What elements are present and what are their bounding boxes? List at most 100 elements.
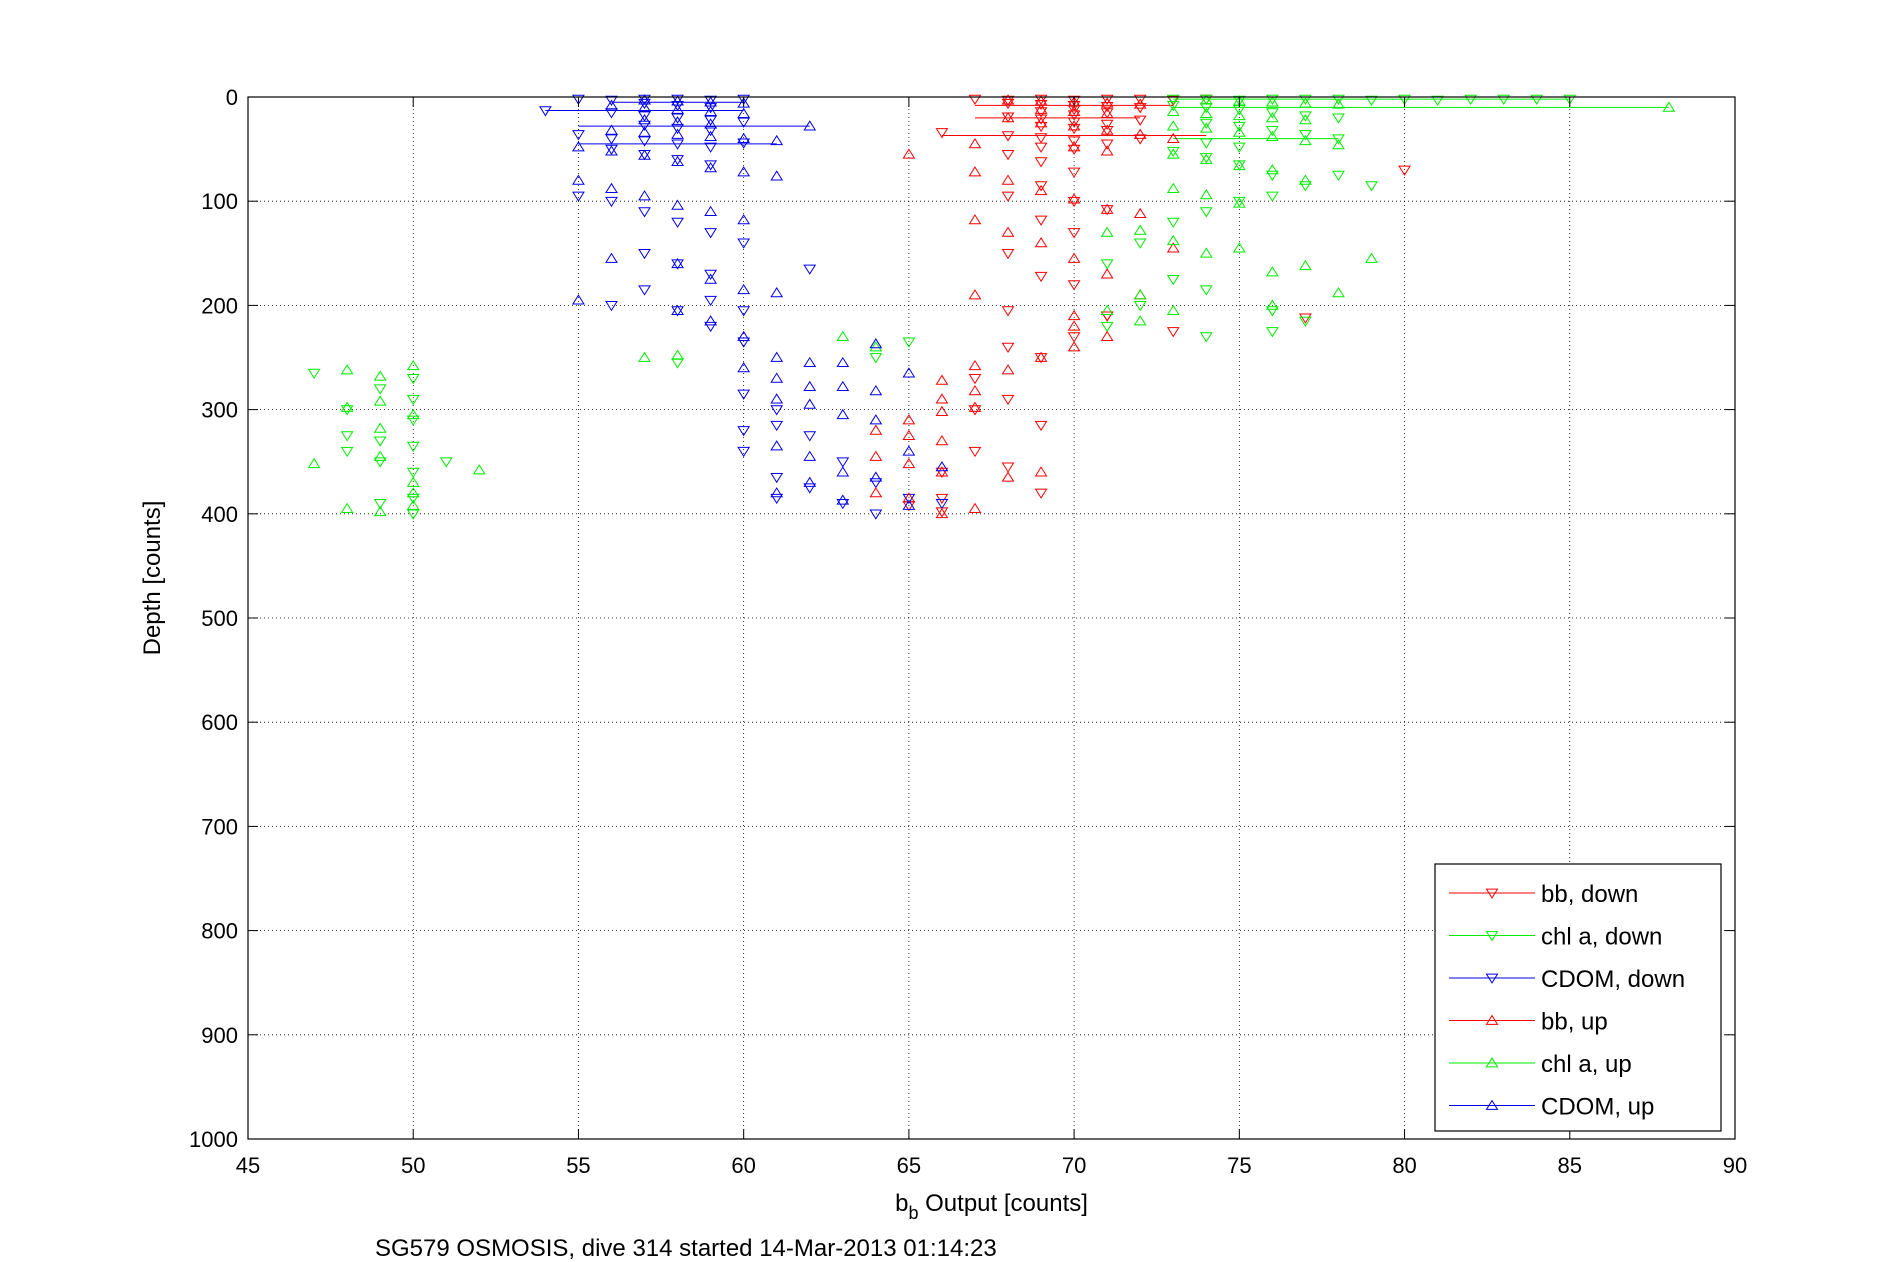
data-point-chl-a-up: [340, 502, 354, 513]
data-point-cdom-down: [770, 405, 784, 416]
data-point-bb-down: [1067, 196, 1081, 208]
data-point-chl-a-down: [1530, 94, 1544, 105]
data-point-bb-down: [1100, 311, 1114, 322]
y-axis-label: Depth [counts]: [139, 501, 166, 656]
data-point-chl-a-up: [1232, 197, 1246, 208]
data-point-cdom-up: [770, 351, 784, 362]
data-point-cdom-up: [671, 257, 684, 269]
data-point-cdom-up: [836, 380, 850, 392]
data-point-bb-down: [1001, 95, 1015, 107]
x-tick-label: 90: [1723, 1153, 1747, 1178]
legend-label: CDOM, up: [1541, 1094, 1654, 1121]
data-point-chl-a-up: [1199, 189, 1213, 200]
data-point-cdom-up: [737, 97, 751, 108]
data-point-bb-up: [968, 137, 982, 149]
data-point-cdom-down: [935, 499, 949, 510]
data-point-cdom-up: [638, 190, 651, 201]
data-point-bb-down: [968, 94, 982, 105]
data-point-cdom-down: [737, 306, 751, 317]
data-point-cdom-down: [803, 264, 817, 275]
data-point-cdom-down: [737, 117, 751, 128]
data-point-chl-a-up: [671, 349, 684, 360]
data-point-bb-down: [1133, 134, 1147, 145]
y-tick-label: 800: [201, 919, 238, 944]
data-point-cdom-down: [638, 111, 651, 122]
data-point-cdom-up: [638, 101, 651, 112]
legend-marker: [1485, 931, 1499, 942]
x-tick-label: 65: [897, 1153, 921, 1178]
data-point-cdom-up: [869, 471, 883, 482]
data-point-chl-a-down: [1100, 321, 1114, 333]
data-point-chl-a-down: [406, 394, 420, 406]
data-point-cdom-up: [671, 304, 684, 315]
data-point-cdom-up: [836, 408, 850, 420]
data-point-cdom-up: [770, 287, 784, 298]
data-point-bb-down: [1067, 280, 1081, 291]
x-axis-label-subscript: b: [908, 1203, 918, 1223]
data-point-chl-a-up: [1100, 226, 1114, 237]
data-point-bb-up: [1034, 466, 1048, 477]
data-point-cdom-down: [671, 113, 684, 124]
data-point-bb-up: [902, 148, 916, 159]
data-point-cdom-up: [671, 199, 684, 210]
data-point-chl-a-up: [1332, 139, 1345, 150]
data-point-chl-a-down: [1299, 111, 1312, 122]
legend-label: bb, up: [1541, 1009, 1608, 1036]
data-point-bb-up: [1166, 132, 1180, 144]
data-point-chl-a-up: [373, 422, 387, 433]
data-point-cdom-down: [770, 493, 784, 505]
data-point-chl-a-down: [1299, 181, 1312, 192]
data-point-cdom-down: [770, 420, 784, 432]
data-point-bb-down: [935, 128, 949, 139]
data-point-bb-down: [1100, 94, 1114, 105]
y-tick-label: 0: [226, 85, 238, 110]
data-point-cdom-up: [836, 466, 850, 477]
data-point-bb-down: [1001, 191, 1015, 202]
data-point-cdom-down: [836, 457, 850, 468]
data-point-bb-up: [935, 434, 949, 446]
data-point-cdom-down: [605, 301, 618, 312]
data-point-bb-up: [1100, 107, 1114, 119]
data-point-bb-up: [1133, 207, 1147, 219]
data-point-chl-a-up: [1199, 247, 1213, 258]
data-point-bb-down: [1133, 115, 1147, 126]
data-point-cdom-down: [737, 94, 751, 105]
data-point-chl-a-up: [1166, 148, 1180, 159]
data-point-cdom-up: [605, 99, 618, 110]
data-point-chl-a-down: [406, 415, 420, 426]
data-point-cdom-down: [572, 191, 585, 202]
data-point-chl-a-down: [1133, 238, 1147, 249]
data-point-bb-up: [902, 492, 916, 503]
data-point-cdom-down: [638, 120, 651, 132]
data-point-bb-up: [1166, 242, 1180, 253]
data-point-cdom-up: [671, 128, 684, 139]
data-point-chl-a-up: [1265, 130, 1279, 141]
x-axis-label: bb Output [counts]: [895, 1190, 1088, 1223]
data-point-cdom-down: [704, 295, 718, 307]
data-point-bb-up: [935, 393, 949, 404]
data-point-cdom-up: [605, 252, 618, 263]
data-point-bb-up: [1001, 94, 1015, 105]
legend-marker: [1485, 1014, 1499, 1025]
data-point-bb-down: [968, 446, 982, 458]
data-point-chl-a-up: [373, 505, 387, 517]
data-point-cdom-up: [770, 440, 784, 451]
y-tick-label: 400: [201, 502, 238, 527]
data-point-chl-a-down: [1166, 94, 1180, 105]
data-point-chl-a-up: [1299, 134, 1312, 146]
data-point-chl-a-up: [1133, 224, 1147, 235]
data-point-bb-up: [935, 466, 949, 477]
data-point-chl-a-down: [373, 457, 387, 468]
data-point-chl-a-up: [1199, 107, 1213, 119]
data-point-cdom-up: [770, 393, 784, 404]
data-point-bb-down: [1398, 165, 1411, 176]
data-point-cdom-down: [704, 160, 718, 171]
data-point-chl-a-down: [1199, 153, 1213, 164]
data-point-cdom-down: [869, 478, 883, 489]
x-tick-label: 60: [731, 1153, 755, 1178]
data-point-chl-a-up: [1199, 94, 1213, 105]
data-point-chl-a-up: [373, 450, 387, 461]
data-point-cdom-up: [572, 174, 585, 185]
data-point-bb-down: [1034, 215, 1048, 226]
data-point-chl-a-up: [1265, 96, 1279, 107]
